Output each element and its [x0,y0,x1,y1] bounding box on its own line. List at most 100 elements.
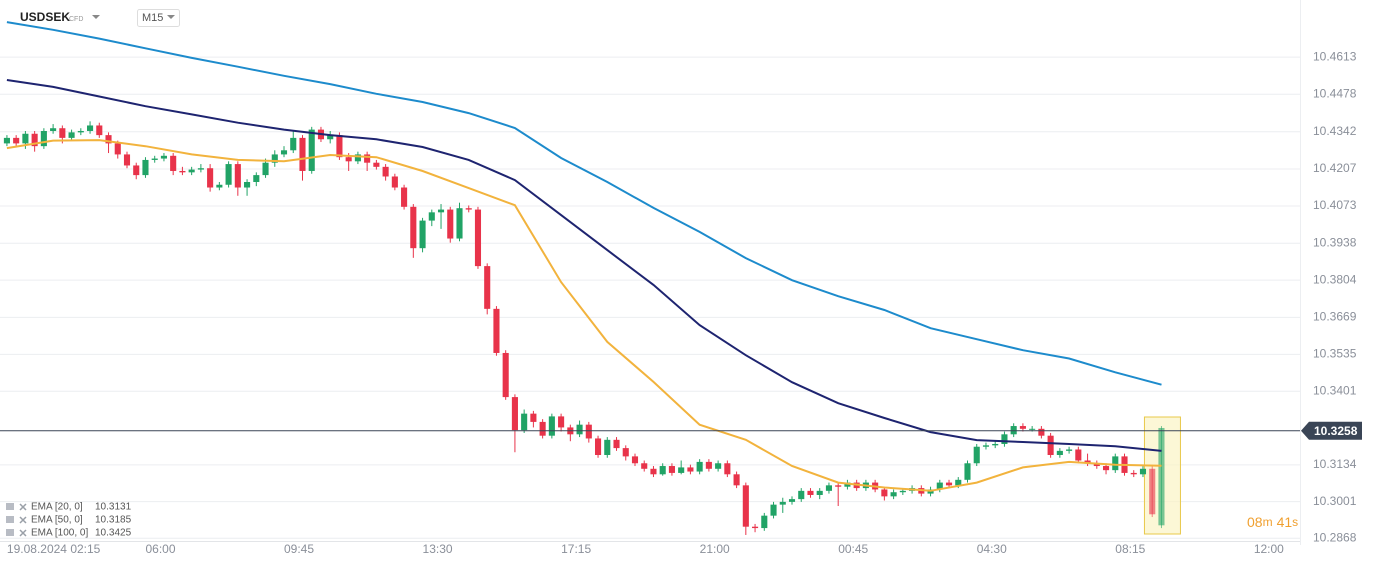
current-price-tag [1301,421,1362,440]
legend-remove[interactable] [19,529,27,537]
candle-body [705,461,712,469]
candle-body [825,485,832,491]
timeframe-dropdown[interactable] [167,15,175,19]
candle-body [1001,434,1008,444]
candle-body [936,482,943,490]
candle-body [105,135,112,144]
candle-body [262,162,269,176]
legend-remove[interactable] [19,516,27,524]
candle-body [160,155,167,159]
legend-name: EMA [20, 0] [31,502,83,513]
candle-body [59,128,66,138]
candle-body [114,143,121,155]
candle-body [752,526,759,529]
x-tick-label: 08:15 [1115,542,1145,556]
countdown-seconds_unit: s [1292,515,1298,529]
candle-body [585,424,592,439]
legend-remove[interactable] [19,503,27,511]
candle-body [456,208,463,239]
y-tick-label: 10.3134 [1313,457,1357,471]
y-tick-label: 10.3938 [1313,235,1357,249]
candle-body [1093,463,1100,467]
candle-body [77,130,84,133]
candle-body [437,209,445,213]
candle-body [1139,468,1147,475]
x-tick-label: 00:45 [838,542,868,556]
candle-body [280,150,288,155]
candle-body [87,125,94,131]
x-tick-label: 13:30 [423,542,453,556]
candle-body [96,125,103,136]
candle-body [678,467,685,473]
symbol-dropdown[interactable] [92,15,100,19]
candle-body [613,439,620,449]
legend-name: EMA [100, 0] [31,528,88,539]
countdown-minutes_unit: m [1263,515,1273,529]
candle-body [742,485,749,527]
candle-body [1056,450,1063,455]
candle-body [1130,472,1137,475]
candle-body [558,416,565,428]
candle-body [844,482,851,487]
candle-body [594,438,602,455]
timeframe[interactable]: M15 [142,12,163,24]
candle-body [345,157,352,162]
candle-body [816,490,823,495]
candle-body [604,439,611,455]
legend-icon[interactable] [6,503,14,510]
candle-body [327,135,334,140]
timeframe-box[interactable] [137,9,180,27]
candle-body [973,446,980,464]
candle-body [188,169,195,173]
candle-body [401,187,408,207]
candle-body [659,466,666,475]
countdown: 08m 41s [1247,514,1298,530]
candle-body [502,352,509,398]
candle-body [641,463,648,469]
x-tick-label: 19.08.2024 02:15 [7,542,101,556]
candle-body [779,501,786,505]
y-tick-label: 10.4342 [1313,124,1357,138]
candle-body [428,212,435,221]
candle-body [955,479,962,486]
candle-body [1038,428,1045,436]
x-tick-label: 09:45 [284,542,314,556]
candle-body [419,220,426,249]
current-price-label: 10.3258 [1314,424,1358,438]
y-tick-label: 10.4073 [1313,198,1357,212]
y-tick-label: 10.4478 [1313,86,1357,100]
plot [0,21,1300,535]
y-tick-label: 10.3535 [1313,347,1357,361]
candle-body [982,445,990,447]
candle-body [40,130,47,147]
candle-body [631,456,639,464]
candle-body [539,421,546,436]
legend-icon[interactable] [6,529,14,536]
symbol[interactable]: USDSEK [20,10,70,24]
candle-body [964,463,971,480]
candle-body [391,176,398,188]
candle-body [521,413,528,431]
y-tick-label: 10.2868 [1313,530,1357,544]
candle-body [31,133,38,147]
legend-icon[interactable] [6,516,14,523]
legend-value: 10.3425 [95,528,132,539]
grid [0,0,1301,545]
candle-body [474,209,482,267]
candle-body [576,424,583,435]
x-tick-label: 06:00 [145,542,175,556]
countdown-minutes: 08 [1247,514,1263,530]
candle-body [410,206,417,249]
x-tick-label: 04:30 [977,542,1007,556]
candle-body [724,463,731,475]
candle-body [133,165,140,176]
legend-name: EMA [50, 0] [31,515,83,526]
candle-body [3,137,10,144]
candle-body [50,128,57,131]
candle-body [373,162,380,167]
candle-body [1158,427,1165,526]
candle-body [234,164,241,188]
candle-body [336,135,343,158]
legend-value: 10.3185 [95,515,132,526]
